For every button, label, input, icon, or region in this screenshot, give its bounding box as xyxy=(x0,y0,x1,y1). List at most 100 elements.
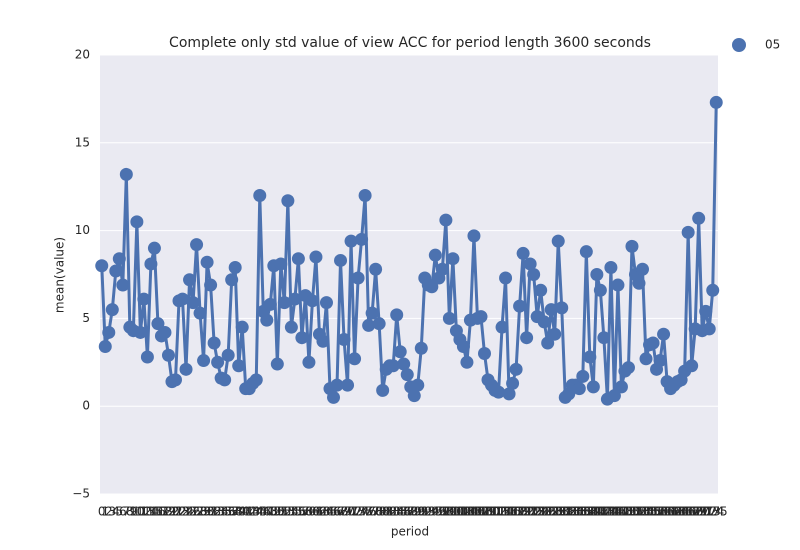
point xyxy=(702,322,716,336)
x-tick-label: 122 xyxy=(519,505,542,519)
point xyxy=(133,325,147,339)
point xyxy=(232,359,246,373)
x-tick-label: 57 xyxy=(294,505,309,519)
point xyxy=(225,273,239,287)
point xyxy=(492,385,506,399)
point xyxy=(607,389,621,403)
x-tick-label: 112 xyxy=(484,505,507,519)
x-tick-label: 40 xyxy=(235,505,250,519)
x-tick-label: 5 xyxy=(115,505,123,519)
point xyxy=(579,245,593,259)
x-tick-label: 168 xyxy=(680,505,703,519)
point xyxy=(161,348,175,362)
x-tick-label: 152 xyxy=(624,505,647,519)
x-tick-label: 3 xyxy=(108,505,116,519)
x-tick-label: 123 xyxy=(522,505,545,519)
point xyxy=(513,299,527,313)
point xyxy=(334,253,348,267)
point xyxy=(260,313,274,327)
x-tick-label: 146 xyxy=(603,505,626,519)
point xyxy=(341,378,355,392)
x-tick-label: 167 xyxy=(677,505,700,519)
x-tick-label: 20 xyxy=(164,505,179,519)
point xyxy=(228,260,242,274)
x-tick-label: 48 xyxy=(263,505,278,519)
x-tick-label: 56 xyxy=(291,505,306,519)
x-tick-label: 110 xyxy=(477,505,500,519)
x-tick-label: 154 xyxy=(631,505,654,519)
x-tick-label: 137 xyxy=(571,505,594,519)
x-tick-label: 111 xyxy=(480,505,503,519)
x-tick-label: 108 xyxy=(470,505,493,519)
x-tick-label: 55 xyxy=(287,505,302,519)
point xyxy=(499,271,513,285)
point xyxy=(140,350,154,364)
point xyxy=(407,389,421,403)
x-tick-label: 85 xyxy=(393,505,408,519)
point xyxy=(348,352,362,366)
x-tick-label: 73 xyxy=(350,505,365,519)
y-tick-label: 20 xyxy=(75,48,90,62)
point xyxy=(428,248,442,262)
point xyxy=(316,334,330,348)
point xyxy=(281,194,295,208)
x-tick-label: 145 xyxy=(599,505,622,519)
point xyxy=(207,336,221,350)
point xyxy=(168,373,182,387)
point xyxy=(639,352,653,366)
point xyxy=(534,283,548,297)
x-tick-label: 0 xyxy=(98,505,106,519)
point xyxy=(221,348,235,362)
point xyxy=(358,188,372,202)
x-tick-label: 120 xyxy=(512,505,535,519)
point xyxy=(204,278,218,292)
x-tick-label: 164 xyxy=(666,505,689,519)
x-tick-label: 113 xyxy=(487,505,510,519)
x-tick-label: 118 xyxy=(505,505,528,519)
x-tick-label: 156 xyxy=(638,505,661,519)
point xyxy=(527,268,541,281)
x-tick-label: 41 xyxy=(238,505,253,519)
point xyxy=(400,368,414,382)
point xyxy=(190,238,204,252)
x-tick-label: 90 xyxy=(410,505,425,519)
x-tick-label: 31 xyxy=(203,505,218,519)
point xyxy=(414,341,428,355)
point xyxy=(119,167,133,181)
x-tick-label: 19 xyxy=(161,505,176,519)
x-tick-label: 26 xyxy=(185,505,200,519)
x-tick-label: 16 xyxy=(150,505,165,519)
x-tick-label: 33 xyxy=(210,505,225,519)
x-tick-label: 12 xyxy=(136,505,151,519)
x-tick-label: 169 xyxy=(684,505,707,519)
x-tick-label: 14 xyxy=(143,505,158,519)
x-tick-label: 29 xyxy=(196,505,211,519)
x-tick-label: 116 xyxy=(498,505,521,519)
point xyxy=(284,320,298,334)
point xyxy=(109,264,123,278)
x-tick-label: 174 xyxy=(701,505,724,519)
y-axis-label: mean(value) xyxy=(53,237,67,313)
x-tick-label: 153 xyxy=(628,505,651,519)
point xyxy=(183,273,197,287)
x-tick-label: 45 xyxy=(252,505,267,519)
point xyxy=(597,331,611,345)
point xyxy=(506,376,520,390)
point xyxy=(372,317,386,331)
point xyxy=(179,362,193,376)
y-tick-label: 10 xyxy=(75,223,90,237)
x-tick-label: 94 xyxy=(424,505,439,519)
x-tick-label: 78 xyxy=(368,505,383,519)
x-tick-label: 1 xyxy=(101,505,109,519)
x-tick-label: 148 xyxy=(610,505,633,519)
point xyxy=(614,380,628,394)
x-tick-label: 50 xyxy=(270,505,285,519)
plot-area xyxy=(100,55,718,494)
x-tick-label: 36 xyxy=(221,505,236,519)
x-tick-label: 30 xyxy=(199,505,214,519)
x-tick-label: 83 xyxy=(386,505,401,519)
x-tick-label: 72 xyxy=(347,505,362,519)
x-tick-label: 97 xyxy=(435,505,450,519)
x-tick-label: 74 xyxy=(354,505,369,519)
point xyxy=(147,241,161,255)
